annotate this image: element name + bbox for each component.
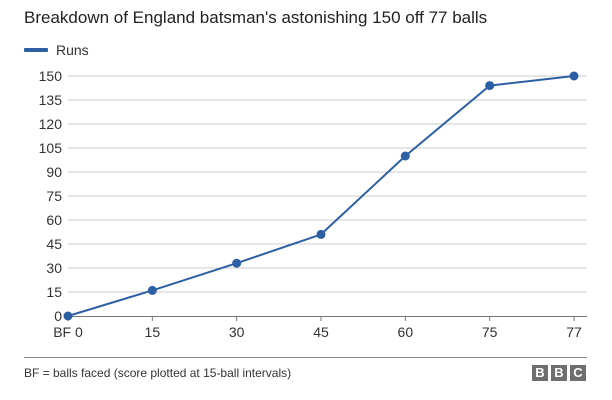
chart-title: Breakdown of England batsman's astonishi…: [24, 8, 488, 27]
y-tick-label: 120: [39, 116, 63, 132]
y-tick-label: 30: [46, 260, 62, 276]
legend-swatch-runs: [24, 48, 48, 52]
x-tick-labels: BF 0 15 30 45 60 75 77: [53, 316, 582, 340]
series-runs: [63, 71, 579, 321]
x-tick-label: 45: [313, 324, 329, 340]
footnote: BF = balls faced (score plotted at 15-ba…: [24, 366, 292, 380]
y-tick-label: 90: [46, 164, 62, 180]
bbc-logo-letter: C: [570, 365, 586, 381]
x-tick-label: 77: [566, 324, 582, 340]
legend-label-runs: Runs: [56, 42, 89, 58]
x-tick-label: 15: [145, 324, 161, 340]
y-tick-label: 135: [39, 92, 63, 108]
x-tick-label: 60: [398, 324, 414, 340]
data-point: [63, 311, 73, 321]
footer-divider: [24, 357, 587, 358]
data-point: [147, 285, 157, 295]
y-tick-label: 75: [46, 188, 62, 204]
line-chart: 0 15 30 45 60 75 90 105 120 135 150 BF 0 15 30 45 60 75…: [39, 68, 587, 340]
data-point: [485, 81, 495, 91]
bbc-logo-letter: B: [532, 365, 548, 381]
y-grid: [68, 75, 587, 293]
x-tick-label: 30: [229, 324, 245, 340]
y-tick-label: 60: [46, 212, 62, 228]
data-point: [232, 258, 242, 268]
y-tick-label: 45: [46, 236, 62, 252]
y-tick-label: 15: [46, 284, 62, 300]
data-point: [316, 229, 326, 239]
y-tick-label: 150: [39, 68, 63, 84]
y-tick-label: 0: [54, 308, 62, 324]
legend: Runs: [24, 40, 89, 60]
data-point: [400, 151, 410, 161]
x-tick-label: BF 0: [53, 324, 83, 340]
y-tick-label: 105: [39, 140, 63, 156]
bbc-logo-letter: B: [551, 365, 567, 381]
y-tick-labels: 0 15 30 45 60 75 90 105 120 135 150: [39, 68, 63, 324]
data-point: [569, 71, 579, 81]
x-tick-label: 75: [482, 324, 498, 340]
bbc-logo: B B C: [532, 365, 586, 381]
